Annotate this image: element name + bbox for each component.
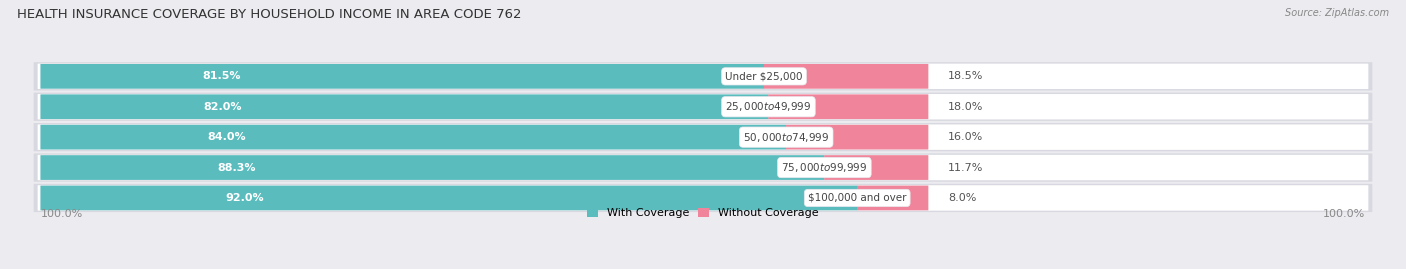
Text: HEALTH INSURANCE COVERAGE BY HOUSEHOLD INCOME IN AREA CODE 762: HEALTH INSURANCE COVERAGE BY HOUSEHOLD I…: [17, 8, 522, 21]
FancyBboxPatch shape: [763, 64, 928, 89]
FancyBboxPatch shape: [768, 94, 928, 119]
FancyBboxPatch shape: [38, 125, 1368, 150]
Text: 11.7%: 11.7%: [948, 162, 983, 172]
Text: 8.0%: 8.0%: [948, 193, 977, 203]
Text: $50,000 to $74,999: $50,000 to $74,999: [742, 131, 830, 144]
FancyBboxPatch shape: [858, 186, 928, 210]
FancyBboxPatch shape: [786, 125, 928, 150]
Text: $75,000 to $99,999: $75,000 to $99,999: [782, 161, 868, 174]
FancyBboxPatch shape: [41, 155, 824, 180]
FancyBboxPatch shape: [41, 186, 858, 210]
FancyBboxPatch shape: [41, 94, 769, 119]
FancyBboxPatch shape: [41, 64, 763, 89]
FancyBboxPatch shape: [38, 185, 1368, 211]
FancyBboxPatch shape: [41, 125, 786, 150]
FancyBboxPatch shape: [34, 123, 1372, 151]
Text: 100.0%: 100.0%: [1323, 209, 1365, 219]
FancyBboxPatch shape: [38, 155, 1368, 180]
Text: Source: ZipAtlas.com: Source: ZipAtlas.com: [1285, 8, 1389, 18]
Text: 18.0%: 18.0%: [948, 102, 983, 112]
Text: 16.0%: 16.0%: [948, 132, 983, 142]
FancyBboxPatch shape: [824, 155, 928, 180]
Legend: With Coverage, Without Coverage: With Coverage, Without Coverage: [588, 208, 818, 218]
FancyBboxPatch shape: [34, 184, 1372, 212]
Text: $25,000 to $49,999: $25,000 to $49,999: [725, 100, 811, 113]
FancyBboxPatch shape: [34, 93, 1372, 121]
Text: 18.5%: 18.5%: [948, 71, 983, 81]
Text: $100,000 and over: $100,000 and over: [808, 193, 907, 203]
Text: 81.5%: 81.5%: [202, 71, 240, 81]
Text: 84.0%: 84.0%: [208, 132, 246, 142]
FancyBboxPatch shape: [34, 62, 1372, 90]
FancyBboxPatch shape: [34, 153, 1372, 182]
FancyBboxPatch shape: [38, 94, 1368, 119]
Text: 88.3%: 88.3%: [218, 162, 256, 172]
FancyBboxPatch shape: [38, 64, 1368, 89]
Text: Under $25,000: Under $25,000: [725, 71, 803, 81]
Text: 92.0%: 92.0%: [225, 193, 264, 203]
Text: 100.0%: 100.0%: [41, 209, 83, 219]
Text: 82.0%: 82.0%: [204, 102, 242, 112]
